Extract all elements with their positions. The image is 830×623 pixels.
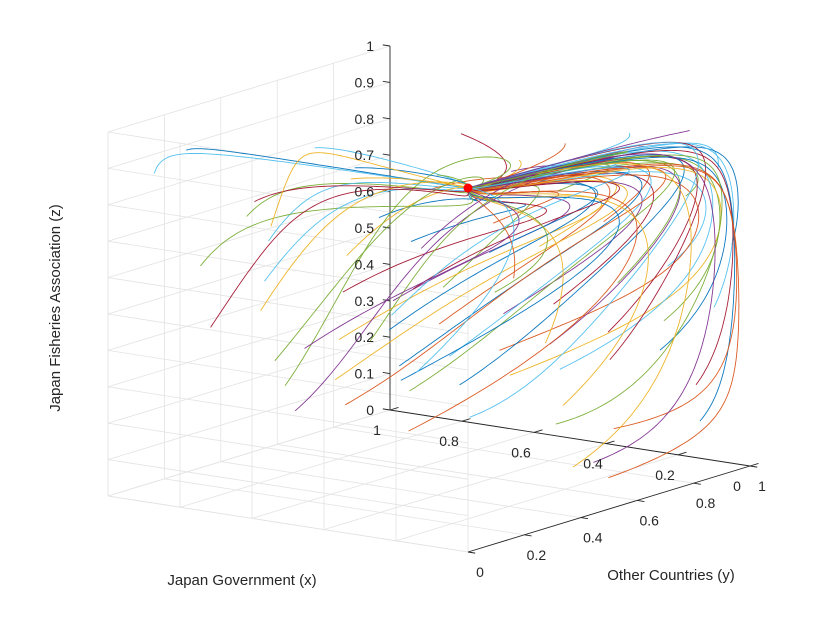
x-tick-mark bbox=[533, 429, 543, 433]
wall-y-gridline-z bbox=[107, 240, 469, 298]
equilibrium-layer bbox=[463, 183, 473, 193]
x-tick-mark bbox=[389, 406, 399, 411]
wall-y-gridline-z bbox=[107, 277, 469, 334]
floor-gridline-y bbox=[220, 461, 581, 518]
tick-labels: 0 0.2 0.4 0.6 0.8 1 0 0.2 0.4 0.6 0.8 1 0 0.1 0.2 0.3 0.… bbox=[355, 38, 767, 580]
y-axis-label: Other Countries (y) bbox=[607, 567, 735, 584]
x-axis-line bbox=[389, 409, 751, 467]
z-tick-label: 0.2 bbox=[355, 329, 375, 345]
wall-x-gridline-z bbox=[107, 118, 391, 206]
wall-x-gridline-z bbox=[107, 409, 391, 497]
wall-x-gridline-z bbox=[107, 264, 391, 351]
trajectories bbox=[153, 129, 740, 479]
y-axis-line bbox=[467, 465, 751, 553]
wall-y-gridline-z bbox=[107, 459, 469, 516]
wall-x-gridline-z bbox=[107, 191, 391, 278]
trajectory-82 bbox=[210, 188, 469, 328]
wall-y-gridline-z bbox=[107, 313, 469, 371]
y-tick-mark bbox=[693, 482, 701, 485]
z-tick-label: 0.5 bbox=[355, 220, 375, 236]
z-tick-mark bbox=[382, 44, 391, 47]
z-tick-mark bbox=[382, 372, 391, 375]
z-tick-label: 0.8 bbox=[355, 111, 375, 127]
floor-gridline-x bbox=[323, 443, 607, 530]
x-tick-mark bbox=[461, 418, 471, 422]
x-tick-label: 0.4 bbox=[583, 456, 603, 472]
y-tick-label: 0.6 bbox=[639, 512, 659, 528]
y-tick-mark bbox=[524, 534, 532, 537]
axes-layer bbox=[382, 44, 759, 554]
y-tick-mark bbox=[749, 465, 758, 468]
trajectory-71 bbox=[467, 153, 716, 463]
z-tick-label: 0.1 bbox=[355, 366, 375, 382]
z-tick-mark bbox=[382, 117, 391, 120]
trajectory-47 bbox=[409, 159, 676, 392]
x-tick-label: 0 bbox=[733, 478, 741, 494]
y-tick-mark bbox=[467, 551, 476, 554]
wall-y-gridline-z bbox=[107, 168, 469, 225]
y-tick-label: 0.2 bbox=[527, 547, 547, 563]
equilibrium-point bbox=[463, 183, 473, 193]
z-tick-label: 0.4 bbox=[355, 256, 375, 272]
floor-gridline-x bbox=[251, 432, 535, 519]
wall-y-gridline-z bbox=[107, 386, 469, 444]
wall-x-gridline-z bbox=[107, 45, 391, 133]
wall-x-gridline-z bbox=[107, 300, 391, 388]
trajectory-77 bbox=[408, 188, 638, 432]
z-tick-mark bbox=[382, 153, 391, 156]
x-axis-label: Japan Government (x) bbox=[167, 572, 316, 589]
z-tick-label: 0.6 bbox=[355, 184, 375, 200]
floor-gridline-y bbox=[277, 444, 638, 501]
wall-x-gridline-z bbox=[107, 82, 391, 169]
trajectory-19 bbox=[342, 188, 547, 293]
floor-gridline-x bbox=[179, 420, 463, 508]
z-tick-label: 0 bbox=[366, 402, 374, 418]
y-tick-mark bbox=[637, 499, 645, 502]
z-tick-mark bbox=[382, 335, 391, 338]
floor-gridline-y bbox=[333, 426, 694, 484]
wall-y-gridline-z bbox=[107, 422, 469, 480]
x-tick-mark bbox=[605, 440, 615, 445]
trajectory-68 bbox=[467, 188, 564, 344]
trajectory-67 bbox=[467, 188, 649, 406]
trajectory-56 bbox=[467, 154, 723, 425]
y-tick-label: 1 bbox=[758, 478, 766, 494]
x-tick-label: 0.2 bbox=[655, 467, 675, 483]
x-tick-mark bbox=[677, 451, 687, 456]
x-tick-label: 0.6 bbox=[511, 444, 531, 460]
wall-y-gridline-z bbox=[107, 350, 469, 407]
wall-x-gridline-z bbox=[107, 154, 391, 242]
x-tick-label: 0.8 bbox=[439, 433, 459, 449]
wall-y-gridline-z bbox=[107, 495, 469, 553]
floor-gridline-y bbox=[164, 478, 525, 536]
y-tick-label: 0.4 bbox=[583, 530, 603, 546]
x-tick-label: 1 bbox=[373, 422, 381, 438]
wall-y-gridline-z bbox=[107, 204, 469, 262]
z-tick-mark bbox=[382, 408, 391, 411]
z-axis-label: Japan Fisheries Association (z) bbox=[47, 204, 64, 412]
z-tick-mark bbox=[382, 262, 391, 265]
z-tick-label: 0.9 bbox=[355, 74, 375, 90]
wall-x-gridline-z bbox=[107, 336, 391, 424]
y-tick-label: 0 bbox=[476, 564, 484, 580]
z-tick-label: 0.7 bbox=[355, 147, 375, 163]
wall-x-gridline-z bbox=[107, 373, 391, 460]
x-tick-mark bbox=[749, 462, 759, 467]
z-tick-label: 1 bbox=[366, 38, 374, 54]
z-tick-mark bbox=[382, 80, 391, 83]
y-tick-label: 0.8 bbox=[696, 495, 716, 511]
z-tick-label: 0.3 bbox=[355, 293, 375, 309]
y-tick-mark bbox=[580, 517, 589, 520]
